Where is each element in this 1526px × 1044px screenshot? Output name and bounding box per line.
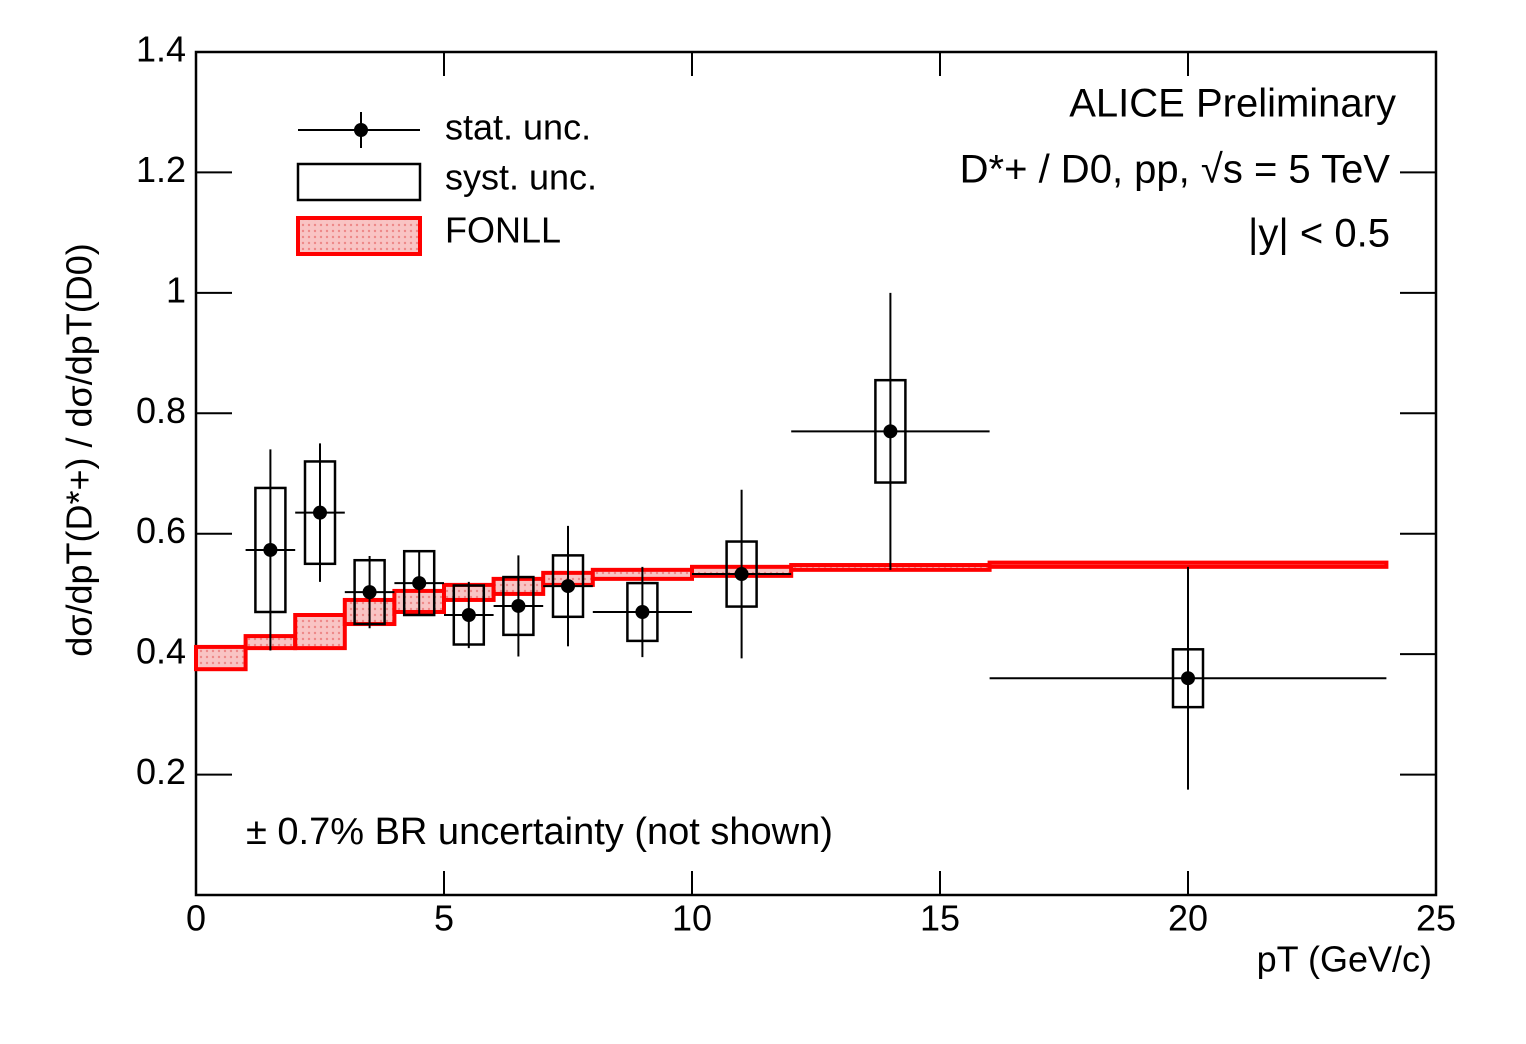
data-point (635, 604, 650, 619)
x-tick-label: 15 (920, 898, 960, 939)
x-tick-label: 20 (1168, 898, 1208, 939)
x-tick-label: 0 (186, 898, 206, 939)
data-point (362, 585, 377, 600)
data-point (883, 424, 898, 439)
x-tick-label: 5 (434, 898, 454, 939)
plot-frame (194, 50, 1438, 897)
legend-label: FONLL (445, 210, 561, 251)
x-axis-title: pT (GeV/c) (1257, 939, 1432, 980)
legend-fonll-box (296, 216, 422, 256)
fonll-band (293, 613, 347, 651)
data-point (734, 567, 749, 582)
y-tick-label: 0.6 (136, 510, 186, 551)
x-tick-label: 10 (672, 898, 712, 939)
y-tick-label: 1 (166, 269, 186, 310)
data-point (461, 608, 476, 623)
fonll-band (987, 560, 1389, 569)
data-point (263, 542, 278, 557)
legend-stat-marker (354, 123, 368, 137)
y-axis-title: dσ/dpT(D*+) / dσ/dpT(D0) (59, 243, 100, 657)
legend-syst-box (296, 162, 422, 202)
annotation: ALICE Preliminary (1069, 82, 1396, 126)
data-point (412, 576, 427, 591)
legend-label: stat. unc. (445, 107, 591, 148)
data-point (511, 598, 526, 613)
annotation: D*+ / D0, pp, √s = 5 TeV (960, 148, 1391, 192)
y-tick-label: 0.2 (136, 751, 186, 792)
fonll-band (194, 644, 248, 672)
annotation: |y| < 0.5 (1248, 212, 1390, 256)
y-tick-label: 1.4 (136, 29, 186, 70)
y-tick-label: 1.2 (136, 149, 186, 190)
data-point (313, 505, 327, 520)
legend-label: syst. unc. (445, 157, 597, 198)
x-tick-label: 25 (1416, 898, 1456, 939)
data-point (1181, 671, 1195, 686)
y-tick-label: 0.4 (136, 631, 186, 672)
data-point (561, 579, 575, 594)
annotation: ± 0.7% BR uncertainty (not shown) (246, 811, 833, 853)
y-tick-label: 0.8 (136, 390, 186, 431)
